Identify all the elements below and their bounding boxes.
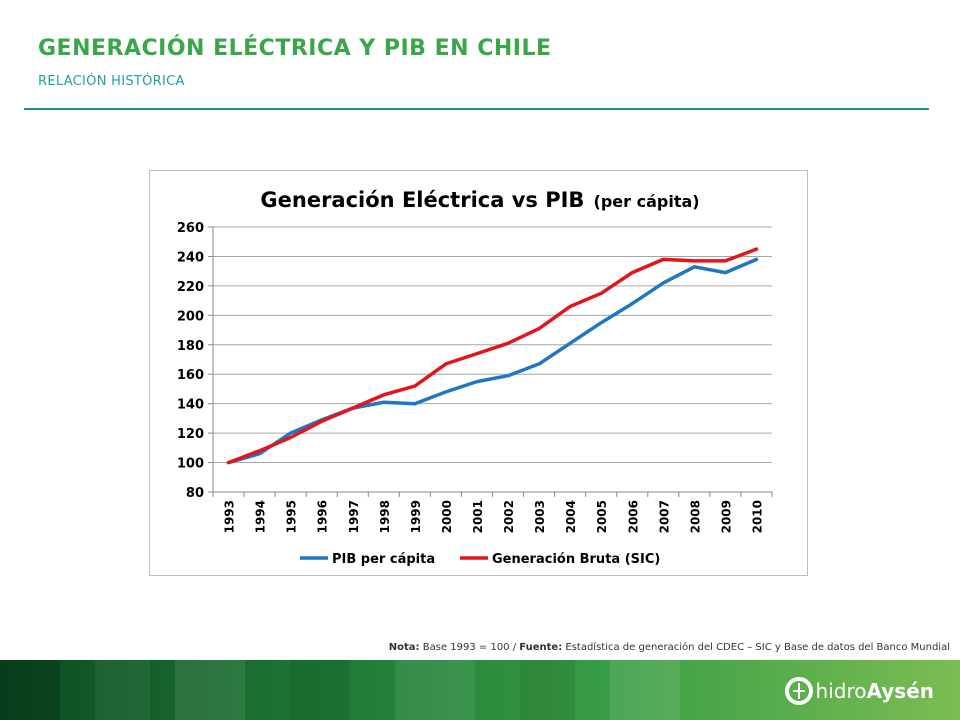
ytick-label: 240 [177,250,204,265]
note-label: Nota: [388,642,420,653]
note-text: Base 1993 = 100 / [419,642,520,653]
x-axis: 1993 1994 1995 1996 1997 1998 1999 2000 2001 2002… [212,492,773,533]
ytick-label: 180 [177,339,204,354]
ytick-label: 200 [177,309,204,324]
xtick-label: 1995 [285,500,299,533]
xtick-label: 2006 [626,500,640,533]
xtick-label: 2000 [440,500,454,533]
xtick-label: 2010 [750,500,764,533]
source-text: Estadística de generación del CDEC – SIC… [562,642,950,653]
footnote: Nota: Base 1993 = 100 / Fuente: Estadíst… [389,642,950,653]
page-title: GENERACIÓN ELÉCTRICA Y PIB EN CHILE [38,36,552,61]
ytick-label: 260 [177,221,204,236]
page-subtitle: RELACIÓN HISTÓRICA [38,74,185,89]
xtick-label: 2008 [688,500,702,533]
series-line-1 [226,247,759,465]
chart-title: Generación Eléctrica vs PIB (per cápita) [260,188,699,212]
xtick-label: 1996 [316,500,330,533]
xtick-label: 1994 [254,500,268,533]
line-chart: Generación Eléctrica vs PIB (per cápita)… [177,188,773,567]
chart-title-suffix: (per cápita) [594,192,700,211]
chart-grid [213,226,772,493]
legend-label-1: Generación Bruta (SIC) [492,552,660,567]
header-divider [24,108,929,110]
hidroaysen-logo: hidro Aysén [784,674,934,708]
ytick-label: 120 [177,427,204,442]
xtick-label: 2005 [595,500,609,533]
logo-mark-icon [784,677,813,705]
xtick-label: 2007 [657,500,671,533]
chart-title-main: Generación Eléctrica vs PIB [260,188,584,212]
xtick-label: 1998 [378,500,392,533]
chart-container: Generación Eléctrica vs PIB (per cápita)… [149,170,808,576]
ytick-label: 80 [186,486,204,501]
source-label: Fuente: [519,642,563,653]
logo-word-hidro: hidro [815,679,867,703]
series-lines [226,247,759,465]
ytick-label: 140 [177,398,204,413]
legend: PIB per cápita Generación Bruta (SIC) [300,552,660,567]
xtick-label: 1999 [409,500,423,533]
ytick-label: 100 [177,457,204,472]
ytick-label: 160 [177,368,204,383]
xtick-label: 1993 [223,500,237,533]
xtick-label: 2002 [502,500,516,533]
xtick-label: 2001 [471,500,485,533]
xtick-label: 1997 [347,500,361,533]
xtick-label: 2009 [719,500,733,533]
xtick-label: 2004 [564,500,578,533]
xtick-label: 2003 [533,500,547,533]
legend-label-0: PIB per cápita [332,552,435,567]
logo-word-aysen: Aysén [866,679,934,703]
ytick-label: 220 [177,280,204,295]
series-line-0 [226,257,759,465]
y-axis: 80 100 120 140 160 180 200 220 240 260 [177,221,214,501]
